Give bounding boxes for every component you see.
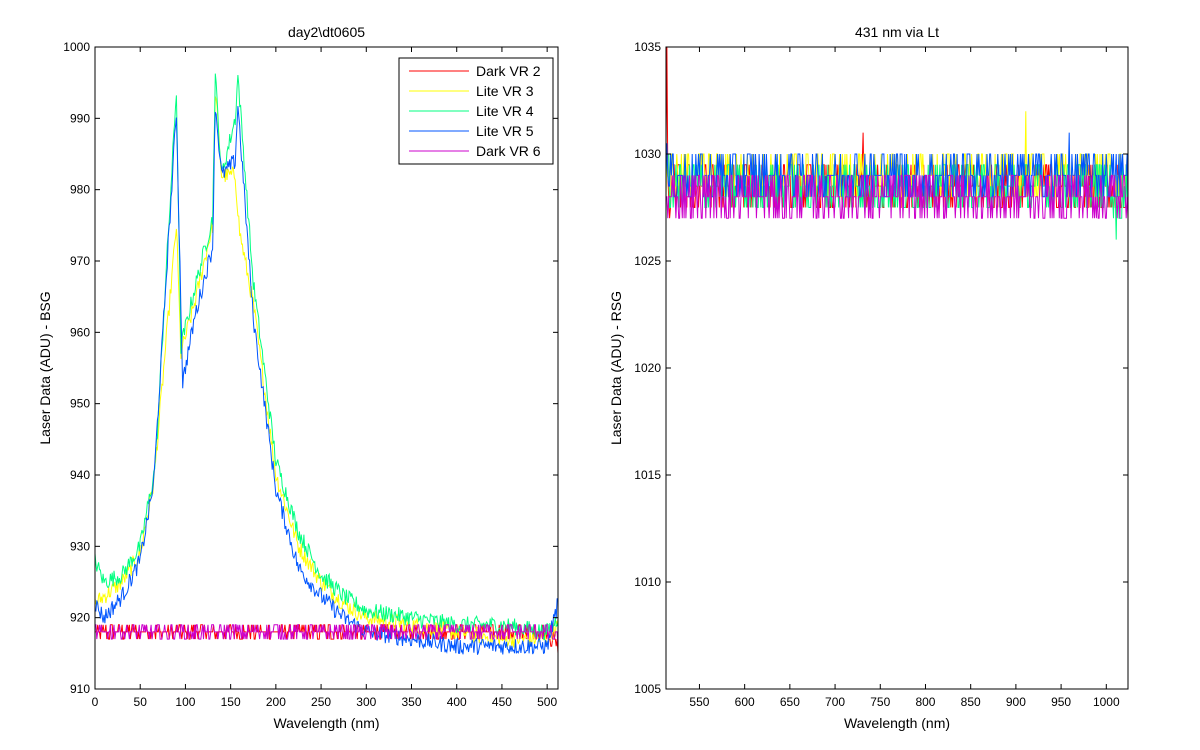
x-tick-label: 0: [92, 695, 99, 709]
x-tick-label: 500: [537, 695, 557, 709]
x-tick-label: 1000: [1093, 695, 1120, 709]
legend-entry: Lite VR 5: [476, 123, 534, 139]
legend-entry: Lite VR 4: [476, 103, 534, 119]
x-tick-label: 600: [735, 695, 755, 709]
y-axis-label: Laser Data (ADU) - RSG: [608, 291, 624, 445]
x-tick-label: 700: [825, 695, 845, 709]
series-group: [95, 73, 558, 655]
x-tick-label: 800: [915, 695, 935, 709]
x-tick-label: 750: [870, 695, 890, 709]
y-tick-label: 960: [70, 325, 90, 339]
x-tick-label: 450: [492, 695, 512, 709]
plot-frame: [665, 46, 1129, 690]
series-line-3: [95, 73, 558, 641]
x-tick-label: 250: [311, 695, 331, 709]
y-tick-label: 970: [70, 254, 90, 268]
x-tick-label: 50: [134, 695, 148, 709]
series-line-5: [95, 624, 558, 647]
y-tick-label: 930: [70, 539, 90, 553]
series-line-4: [95, 106, 558, 655]
chart-title: day2\dt0605: [288, 24, 365, 40]
y-tick-label: 1030: [634, 147, 661, 161]
y-tick-label: 1020: [634, 361, 661, 375]
x-tick-label: 200: [266, 695, 286, 709]
y-tick-label: 1015: [634, 468, 661, 482]
x-tick-label: 850: [961, 695, 981, 709]
x-tick-label: 650: [780, 695, 800, 709]
x-tick-label: 400: [447, 695, 467, 709]
y-tick-label: 1005: [634, 682, 661, 696]
y-tick-label: 920: [70, 611, 90, 625]
x-tick-label: 950: [1051, 695, 1071, 709]
series-line-2: [95, 96, 558, 648]
chart-panel-2: 550 600 650 700 750 800 850 900 950 1000 1005 1010 1…: [608, 24, 1129, 731]
series-group: [666, 47, 1128, 240]
y-axis-label: Laser Data (ADU) - BSG: [37, 291, 53, 444]
legend-entry: Lite VR 3: [476, 83, 534, 99]
y-tick-label: 940: [70, 468, 90, 482]
y-tick-label: 980: [70, 183, 90, 197]
series-line-5: [666, 174, 1128, 219]
x-tick-label: 100: [175, 695, 195, 709]
y-tick-label: 1000: [63, 40, 90, 54]
x-tick-label: 350: [401, 695, 421, 709]
x-tick-label: 150: [221, 695, 241, 709]
chart-title: 431 nm via Lt: [855, 24, 939, 40]
x-axis-label: Wavelength (nm): [273, 715, 379, 731]
x-tick-label: 550: [689, 695, 709, 709]
x-axis-label: Wavelength (nm): [844, 715, 950, 731]
y-tick-label: 1010: [634, 575, 661, 589]
legend-entry: Dark VR 6: [476, 143, 541, 159]
y-tick-label: 1025: [634, 254, 661, 268]
y-tick-label: 910: [70, 682, 90, 696]
x-tick-label: 300: [356, 695, 376, 709]
y-tick-label: 1035: [634, 40, 661, 54]
y-tick-label: 990: [70, 111, 90, 125]
chart-panel-1: 0 50 100 150 200 250 300 350 400 450 500 910 920 930 9…: [37, 24, 559, 731]
legend-entry: Dark VR 2: [476, 63, 541, 79]
y-tick-label: 950: [70, 397, 90, 411]
plot-frame: [94, 46, 559, 690]
legend: Dark VR 2 Lite VR 3 Lite VR 4 Lite VR 5 Dark…: [398, 57, 554, 165]
x-tick-label: 900: [1006, 695, 1026, 709]
